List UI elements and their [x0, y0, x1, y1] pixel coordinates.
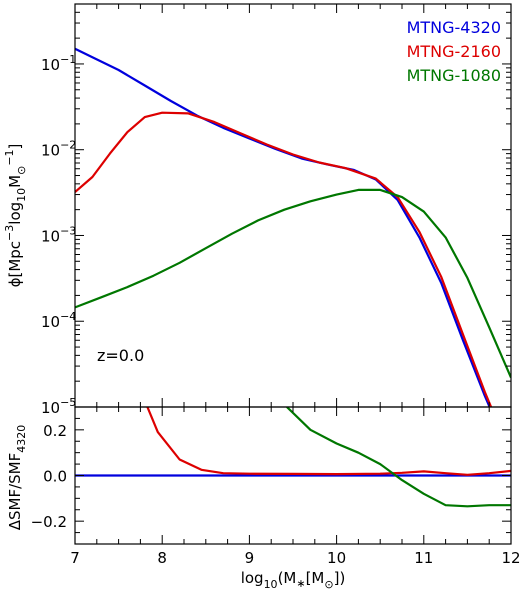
x-axis-label-part: ⊙ — [324, 578, 333, 591]
x-axis-label-part: 10 — [264, 578, 278, 591]
y-tick-label-exponent: −5 — [60, 396, 76, 409]
y-tick-label: 10−1 — [41, 53, 76, 74]
x-tick-label: 9 — [245, 549, 255, 567]
top-series-group — [75, 47, 511, 407]
series-line-mtng-2160 — [75, 111, 493, 407]
residual-line-mtng-2160 — [146, 407, 511, 476]
y-tick-label-base: 10 — [41, 142, 60, 160]
x-tick-label: 8 — [157, 549, 167, 567]
y-tick-label-base: 10 — [41, 227, 60, 245]
series-line-mtng-1080 — [75, 188, 511, 379]
x-tick-label: 10 — [327, 549, 346, 567]
y-tick-label-base: 10 — [41, 313, 60, 331]
bottom-panel-residual: 0.20.0−0.27 8 9 10 11 12ΔSMF/SMF4320log10(M∗[… — [6, 406, 520, 591]
y-tick-label-bottom: 0.2 — [43, 422, 67, 440]
legend-entry-mtng-2160: MTNG-2160 — [407, 42, 501, 61]
bottom-series-group — [75, 407, 511, 508]
top-panel-smf: 10−510−410−310−210−1ϕ[Mpc−3log10M⊙−1]MTN… — [3, 3, 512, 417]
x-axis-label-part: ]) — [334, 569, 346, 587]
y-tick-label-exponent: −3 — [60, 224, 76, 237]
y-tick-label-base: 10 — [41, 56, 60, 74]
x-axis-label-part: log — [241, 569, 264, 587]
y-axis-label-part: ] — [6, 144, 24, 150]
x-axis-label-part: ∗ — [296, 577, 305, 590]
y-tick-label-bottom: −0.2 — [31, 513, 67, 531]
y-axis-label-part: 10 — [15, 188, 28, 202]
y-tick-label: 10−2 — [41, 139, 76, 160]
x-axis-label-part: [M — [306, 569, 325, 587]
y-tick-label: 10−4 — [41, 310, 76, 331]
y-tick-label: 10−5 — [41, 396, 76, 417]
y-axis-label-part: ⊙ — [15, 166, 28, 175]
y-tick-label-base: 10 — [41, 399, 60, 417]
y-axis-label-bottom: ΔSMF/SMF4320 — [6, 425, 28, 531]
y-axis-label-part: −3 — [3, 225, 16, 241]
x-tick-label: 11 — [414, 549, 433, 567]
redshift-annotation: z=0.0 — [97, 346, 144, 365]
y-axis-label-part: −1 — [3, 149, 16, 165]
x-tick-label: 7 — [70, 549, 80, 567]
y-axis-label-part: M — [6, 175, 24, 188]
y-tick-label-bottom: 0.0 — [43, 468, 67, 486]
y-tick-label: 10−3 — [41, 224, 76, 245]
x-axis-label: log10(M∗[M⊙]) — [241, 569, 346, 591]
legend-entry-mtng-4320: MTNG-4320 — [407, 18, 501, 37]
y-axis-label-part: ϕ[Mpc — [6, 241, 24, 287]
legend-entry-mtng-1080: MTNG-1080 — [407, 66, 501, 85]
y-tick-label-exponent: −4 — [60, 310, 76, 323]
y-axis-label-part: log — [6, 202, 24, 225]
x-axis-label-part: (M — [278, 569, 297, 587]
y-tick-label-exponent: −2 — [60, 139, 76, 152]
y-axis-label-bottom-subscript: 4320 — [15, 425, 28, 453]
series-line-mtng-4320 — [75, 47, 491, 407]
y-tick-label-exponent: −1 — [60, 53, 76, 66]
x-tick-label: 12 — [501, 549, 520, 567]
y-axis-label-top: ϕ[Mpc−3log10M⊙−1] — [3, 144, 28, 288]
residual-line-mtng-1080 — [286, 407, 511, 508]
y-axis-label-bottom-main: ΔSMF/SMF — [6, 453, 24, 531]
